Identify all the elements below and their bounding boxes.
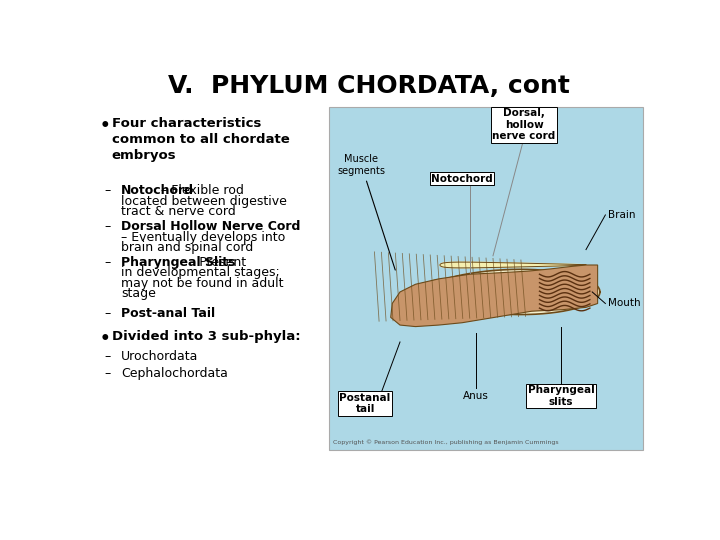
Text: Notochord: Notochord (431, 174, 493, 184)
Text: Postanal
tail: Postanal tail (340, 393, 391, 414)
Text: Pharyngeal Slits: Pharyngeal Slits (121, 256, 235, 269)
Polygon shape (433, 280, 590, 283)
Polygon shape (391, 265, 598, 327)
Text: Muscle
segments: Muscle segments (337, 154, 395, 270)
Text: Copyright © Pearson Education Inc., publishing as Benjamin Cummings: Copyright © Pearson Education Inc., publ… (333, 440, 558, 445)
Text: – Present: – Present (186, 256, 247, 269)
Polygon shape (440, 262, 586, 268)
Text: tract & nerve cord: tract & nerve cord (121, 205, 235, 218)
Text: Notochord: Notochord (121, 184, 194, 197)
Text: Mouth: Mouth (608, 299, 640, 308)
Bar (329, 107, 644, 450)
Text: –: – (104, 307, 110, 320)
Text: Dorsal Hollow Nerve Cord: Dorsal Hollow Nerve Cord (121, 220, 300, 233)
Text: brain and spinal cord: brain and spinal cord (121, 241, 253, 254)
Text: located between digestive: located between digestive (121, 194, 287, 207)
Text: in developmental stages;: in developmental stages; (121, 266, 280, 279)
Text: stage: stage (121, 287, 156, 300)
Text: Post-anal Tail: Post-anal Tail (121, 307, 215, 320)
Text: Dorsal,
hollow
nerve cord: Dorsal, hollow nerve cord (492, 108, 556, 141)
Polygon shape (433, 281, 586, 311)
Text: Four characteristics
common to all chordate
embryos: Four characteristics common to all chord… (112, 117, 289, 162)
Text: Divided into 3 sub-phyla:: Divided into 3 sub-phyla: (112, 330, 300, 343)
Text: Pharyngeal
slits: Pharyngeal slits (528, 385, 595, 407)
Text: Urochordata: Urochordata (121, 350, 199, 363)
Text: •: • (99, 117, 110, 135)
Text: –: – (104, 350, 110, 363)
Polygon shape (422, 269, 600, 315)
Text: Cephalochordata: Cephalochordata (121, 367, 228, 380)
Text: may not be found in adult: may not be found in adult (121, 276, 284, 289)
Text: – Flexible rod: – Flexible rod (157, 184, 244, 197)
Text: Brain: Brain (608, 210, 635, 220)
Text: •: • (99, 330, 110, 348)
Text: Anus: Anus (463, 391, 489, 401)
Text: – Eventually develops into: – Eventually develops into (121, 231, 285, 244)
Text: V.  PHYLUM CHORDATA, cont: V. PHYLUM CHORDATA, cont (168, 75, 570, 98)
Text: –: – (104, 256, 110, 269)
Text: –: – (104, 367, 110, 380)
Text: –: – (104, 220, 110, 233)
Text: –: – (104, 184, 110, 197)
